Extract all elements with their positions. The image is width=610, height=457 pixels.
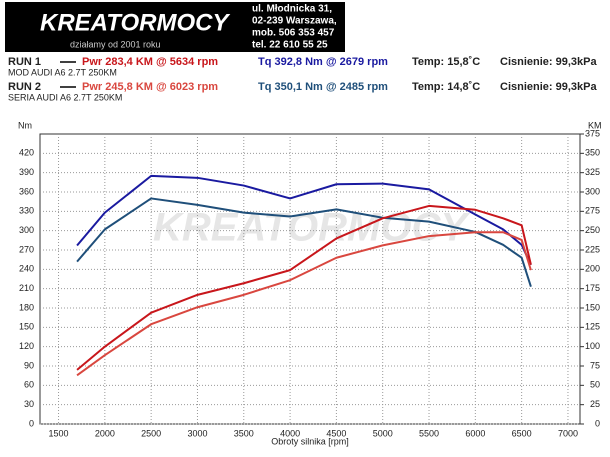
run-desc: SERIA AUDI A6 2.7T 250KM: [8, 92, 122, 102]
y-tick-label: 270: [19, 244, 34, 254]
y-tick-label: 360: [19, 186, 34, 196]
series-line: [76, 197, 532, 288]
x-tick-label: 4000: [280, 428, 300, 438]
run-pressure: Cisnienie: 99,3kPa: [500, 81, 597, 93]
y2-tick-label: 350: [585, 148, 600, 158]
x-tick-label: 2000: [95, 428, 115, 438]
y2-tick-label: 175: [585, 283, 600, 293]
y2-tick-label: 325: [585, 167, 600, 177]
series-line: [76, 174, 532, 266]
y-tick-label: 150: [19, 322, 34, 332]
y-tick-label: 0: [29, 418, 34, 428]
y2-tick-label: 100: [585, 341, 600, 351]
plot-area: [39, 133, 581, 425]
y2-tick-label: 50: [590, 380, 600, 390]
logo-box: [5, 2, 345, 52]
x-tick-label: 7000: [558, 428, 578, 438]
y-tick-label: 30: [24, 399, 34, 409]
y2-tick-label: 225: [585, 244, 600, 254]
run-temp: Temp: 15,8˚C: [412, 56, 480, 68]
y-tick-label: 120: [19, 341, 34, 351]
y-tick-label: 60: [24, 380, 34, 390]
x-tick-label: 3500: [234, 428, 254, 438]
y2-tick-label: 25: [590, 399, 600, 409]
x-tick-label: 3000: [187, 428, 207, 438]
address: ul. Młodnicka 31,: [252, 4, 332, 15]
y-tick-label: 180: [19, 302, 34, 312]
y2-tick-label: 0: [595, 418, 600, 428]
y2-tick-label: 125: [585, 322, 600, 332]
x-tick-label: 1500: [49, 428, 69, 438]
tagline: działamy od 2001 roku: [70, 39, 161, 49]
x-tick-label: 5000: [373, 428, 393, 438]
address: tel. 22 610 55 25: [252, 40, 328, 51]
series-line: [76, 231, 532, 377]
y-tick-label: 420: [19, 148, 34, 158]
y-tick-label: 300: [19, 225, 34, 235]
y2-tick-label: 150: [585, 302, 600, 312]
y2-tick-label: 250: [585, 225, 600, 235]
run-pressure: Cisnienie: 99,3kPa: [500, 56, 597, 68]
x-tick-label: 6000: [465, 428, 485, 438]
run-label: RUN 2: [8, 81, 41, 93]
watermark: KREATORMOCY: [153, 206, 470, 250]
y-tick-label: 90: [24, 360, 34, 370]
logo: KREATORMOCY: [40, 9, 230, 36]
y2-tick-label: 275: [585, 206, 600, 216]
address: 02-239 Warszawa,: [252, 16, 337, 27]
x-tick-label: 6500: [512, 428, 532, 438]
y2-tick-label: 200: [585, 264, 600, 274]
y-tick-label: 240: [19, 264, 34, 274]
run-power: Pwr 245,8 KM @ 6023 rpm: [82, 81, 218, 93]
run-torque: Tq 392,8 Nm @ 2679 rpm: [258, 56, 388, 68]
y2-tick-label: 75: [590, 360, 600, 370]
x-tick-label: 4500: [326, 428, 346, 438]
address: mob. 506 353 457: [252, 28, 335, 39]
y-tick-label: 390: [19, 167, 34, 177]
y2-axis-label: KM: [588, 120, 602, 130]
y-axis-label: Nm: [18, 120, 32, 130]
y2-tick-label: 375: [585, 128, 600, 138]
y-tick-label: 330: [19, 206, 34, 216]
x-tick-label: 5500: [419, 428, 439, 438]
x-axis-label: Obroty silnika [rpm]: [271, 436, 349, 446]
run-power: Pwr 283,4 KM @ 5634 rpm: [82, 56, 218, 68]
run-temp: Temp: 14,8˚C: [412, 81, 480, 93]
run-label: RUN 1: [8, 56, 41, 68]
run-desc: MOD AUDI A6 2.7T 250KM: [8, 67, 117, 77]
y2-tick-label: 300: [585, 186, 600, 196]
series-line: [76, 204, 532, 371]
x-tick-label: 2500: [141, 428, 161, 438]
y-tick-label: 210: [19, 283, 34, 293]
run-torque: Tq 350,1 Nm @ 2485 rpm: [258, 81, 388, 93]
